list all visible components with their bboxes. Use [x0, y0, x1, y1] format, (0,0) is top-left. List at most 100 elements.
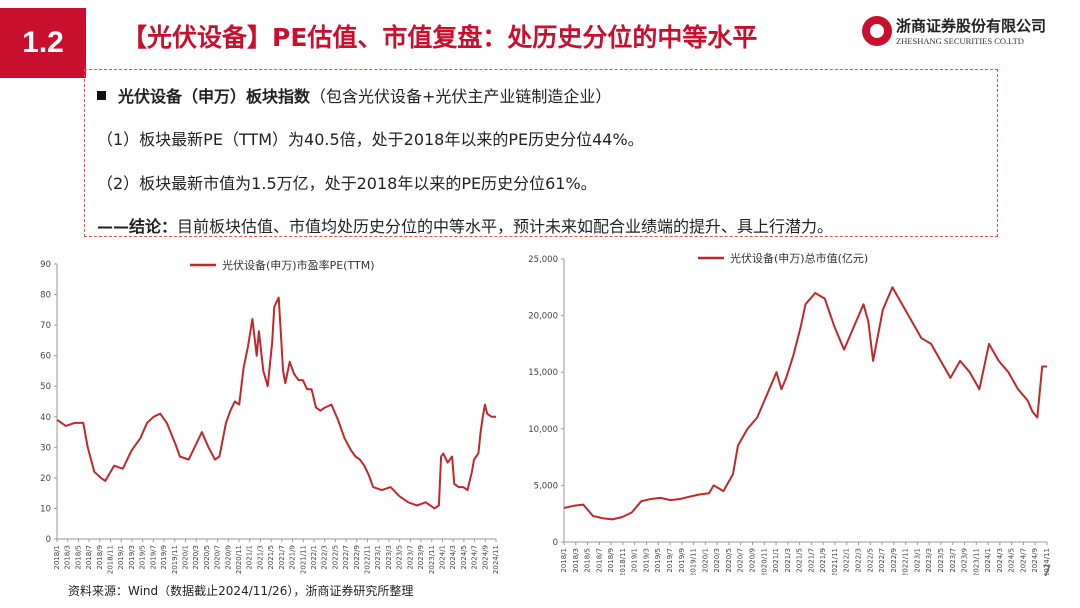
x-tick-label: 2020/1	[701, 548, 709, 573]
series-line	[563, 286, 1047, 521]
y-tick-label: 40	[40, 413, 51, 423]
x-tick-label: 2021/7	[807, 548, 815, 573]
x-tick-label: 2023/7	[949, 548, 957, 573]
x-tick-label: 2022/9	[353, 545, 361, 570]
x-tick-label: 2018/1	[53, 545, 61, 570]
x-tick-label: 2020/3	[192, 545, 200, 570]
x-tick-label: 2023/5	[396, 545, 404, 570]
x-tick-label: 2020/3	[713, 548, 721, 573]
x-tick-label: 2021/9	[819, 548, 827, 573]
x-tick-label: 2022/3	[855, 548, 863, 573]
x-tick-label: 2022/9	[890, 548, 898, 573]
y-tick-label: 5,000	[534, 481, 558, 491]
x-tick-label: 2021/5	[267, 545, 275, 570]
x-tick-label: 2023/1	[913, 548, 921, 573]
logo-en-name: ZHESHANG SECURITIES CO.LTD	[896, 36, 1024, 46]
x-tick-label: 2021/9	[289, 545, 297, 570]
x-tick-label: 2020/9	[748, 548, 756, 573]
x-tick-label: 2019/3	[642, 548, 650, 573]
x-tick-label: 2024/11	[1043, 548, 1051, 575]
x-tick-label: 2022/11	[902, 548, 910, 575]
x-tick-label: 2024/5	[460, 545, 468, 570]
conclusion-bold: ——结论：	[97, 217, 178, 236]
page-number: 7	[1042, 562, 1052, 580]
heading-bold: 光伏设备（申万）板块指数	[118, 87, 311, 106]
legend-label: 光伏设备(申万)总市值(亿元)	[730, 251, 868, 265]
x-tick-label: 2024/1	[984, 548, 992, 573]
square-bullet-icon	[97, 91, 106, 100]
x-tick-label: 2020/5	[203, 545, 211, 570]
x-tick-label: 2023/3	[925, 548, 933, 573]
x-tick-label: 2019/5	[654, 548, 662, 573]
x-tick-label: 2022/7	[342, 545, 350, 570]
y-tick-label: 80	[40, 291, 51, 301]
x-tick-label: 2021/1	[772, 548, 780, 573]
x-tick-label: 2022/5	[866, 548, 874, 573]
x-tick-label: 2024/9	[481, 545, 489, 570]
x-tick-label: 2024/5	[1008, 548, 1016, 573]
logo-icon	[862, 16, 892, 46]
x-tick-label: 2023/1	[374, 545, 382, 570]
logo-cn-name: 浙商证券股份有限公司	[896, 17, 1047, 35]
y-tick-label: 20,000	[528, 312, 558, 322]
x-tick-label: 2023/5	[937, 548, 945, 573]
section-number: 1.2	[0, 8, 86, 78]
x-tick-label: 2022/3	[321, 545, 329, 570]
conclusion-rest: 目前板块估值、市值均处历史分位的中等水平，预计未来如配合业绩端的提升、具上行潜力…	[177, 217, 834, 236]
x-tick-label: 2022/5	[331, 545, 339, 570]
x-tick-label: 2019/7	[666, 548, 674, 573]
summary-point-1: （1）板块最新PE（TTM）为40.5倍，处于2018年以来的PE历史分位44%…	[97, 130, 644, 149]
x-tick-label: 2018/7	[85, 545, 93, 570]
x-tick-label: 2024/9	[1031, 548, 1039, 573]
x-tick-label: 2018/3	[64, 545, 72, 570]
company-logo: 浙商证券股份有限公司 ZHESHANG SECURITIES CO.LTD	[862, 14, 1062, 58]
x-tick-label: 2024/3	[996, 548, 1004, 573]
x-tick-label: 2021/5	[796, 548, 804, 573]
summary-point-2: （2）板块最新市值为1.5万亿，处于2018年以来的PE历史分位61%。	[97, 174, 597, 193]
x-tick-label: 2018/9	[96, 545, 104, 570]
x-tick-label: 2018/5	[74, 545, 82, 570]
x-tick-label: 2020/11	[760, 548, 768, 575]
y-tick-label: 50	[40, 382, 51, 392]
x-tick-label: 2018/5	[584, 548, 592, 573]
x-tick-label: 2023/3	[385, 545, 393, 570]
x-tick-label: 2018/1	[560, 548, 568, 573]
x-tick-label: 2022/11	[364, 545, 372, 574]
x-tick-label: 2019/11	[171, 545, 179, 574]
y-tick-label: 20	[40, 474, 51, 484]
y-tick-label: 10,000	[528, 425, 558, 435]
x-tick-label: 2019/1	[631, 548, 639, 573]
x-tick-label: 2019/9	[160, 545, 168, 570]
x-tick-label: 2023/11	[972, 548, 980, 575]
x-tick-label: 2024/7	[471, 545, 479, 570]
y-tick-label: 60	[40, 352, 51, 362]
legend-label: 光伏设备(申万)市盈率PE(TTM)	[222, 258, 375, 272]
x-tick-label: 2021/11	[299, 545, 307, 574]
y-tick-label: 0	[46, 535, 51, 545]
y-tick-label: 10	[40, 504, 51, 514]
y-tick-label: 70	[40, 321, 51, 331]
x-tick-label: 2024/3	[449, 545, 457, 570]
y-tick-label: 25,000	[528, 255, 558, 265]
y-tick-label: 30	[40, 443, 51, 453]
y-tick-label: 90	[40, 260, 51, 270]
x-tick-label: 2020/5	[725, 548, 733, 573]
x-tick-label: 2021/3	[256, 545, 264, 570]
series-line	[56, 296, 496, 510]
x-tick-label: 2019/3	[128, 545, 136, 570]
page-title: 【光伏设备】PE估值、市值复盘：处历史分位的中等水平	[122, 23, 758, 52]
x-tick-label: 2023/11	[428, 545, 436, 574]
x-tick-label: 2024/1	[438, 545, 446, 570]
y-tick-label: 15,000	[528, 368, 558, 378]
x-tick-label: 2021/1	[246, 545, 254, 570]
x-tick-label: 2018/11	[619, 548, 627, 575]
x-tick-label: 2023/9	[961, 548, 969, 573]
y-tick-label: 0	[553, 538, 558, 548]
x-tick-label: 2022/1	[843, 548, 851, 573]
x-tick-label: 2020/1	[181, 545, 189, 570]
x-tick-label: 2019/5	[139, 545, 147, 570]
x-tick-label: 2020/7	[737, 548, 745, 573]
summary-heading: 光伏设备（申万）板块指数（包含光伏设备+光伏主产业链制造企业）	[97, 83, 611, 107]
x-tick-label: 2024/11	[492, 545, 500, 574]
